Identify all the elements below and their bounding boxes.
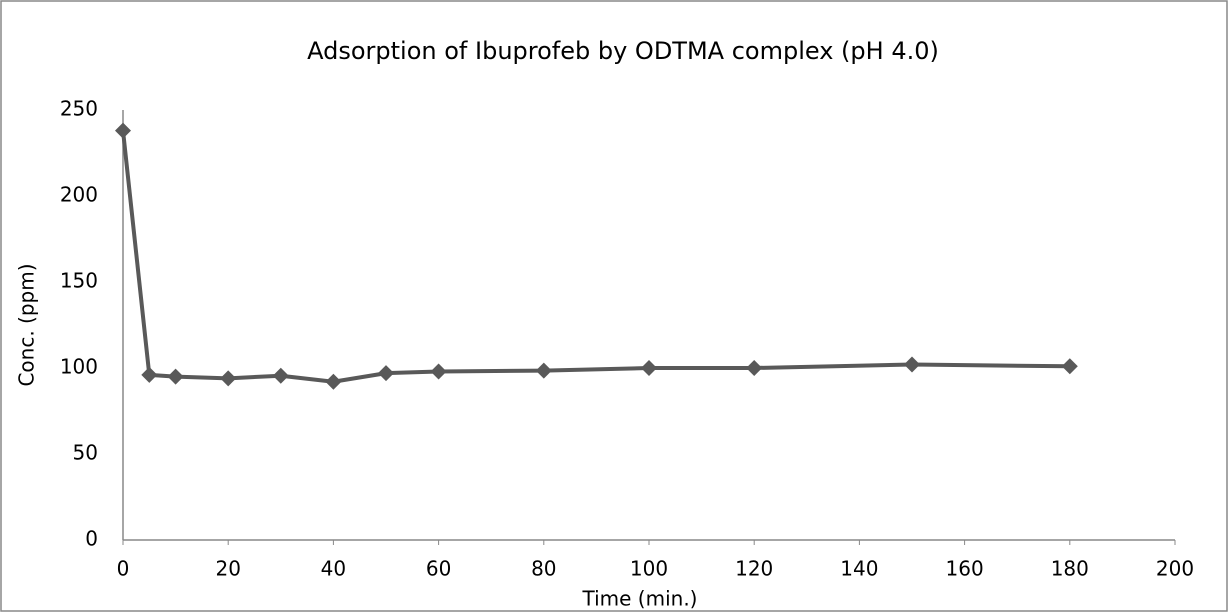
y-tick-label: 200 xyxy=(60,183,98,207)
x-tick-label: 200 xyxy=(1156,557,1194,581)
data-point xyxy=(167,368,184,385)
x-tick-label: 40 xyxy=(321,557,346,581)
x-tick-label: 80 xyxy=(531,557,556,581)
y-tick-label: 150 xyxy=(60,269,98,293)
chart-title: Adsorption of Ibuprofeb by ODTMA complex… xyxy=(307,37,939,65)
x-tick-label: 0 xyxy=(117,557,130,581)
data-point xyxy=(115,122,131,139)
y-tick-label: 50 xyxy=(73,441,98,465)
data-point xyxy=(272,367,289,384)
data-point xyxy=(430,363,447,380)
x-tick-label: 60 xyxy=(426,557,451,581)
data-point xyxy=(141,366,158,383)
y-tick-label: 250 xyxy=(60,97,98,121)
y-tick-label: 100 xyxy=(60,355,98,379)
data-point xyxy=(904,356,920,373)
x-tick-label: 180 xyxy=(1051,557,1089,581)
x-tick-label: 20 xyxy=(215,557,240,581)
data-point xyxy=(746,360,763,376)
x-tick-label: 120 xyxy=(735,557,773,581)
data-point xyxy=(535,362,552,379)
y-tick-label: 0 xyxy=(85,527,98,551)
y-axis-title: Conc. (ppm) xyxy=(15,263,39,386)
data-point xyxy=(220,370,237,387)
x-tick-label: 140 xyxy=(840,557,878,581)
data-point xyxy=(325,373,342,390)
data-point xyxy=(378,365,394,382)
data-point xyxy=(641,360,657,376)
x-tick-label: 100 xyxy=(630,557,668,581)
x-tick-label: 160 xyxy=(946,557,984,581)
x-axis-title: Time (min.) xyxy=(582,587,698,611)
data-point xyxy=(1061,358,1078,375)
